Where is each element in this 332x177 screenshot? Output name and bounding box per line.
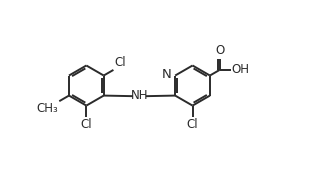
Text: Cl: Cl: [114, 56, 126, 69]
Text: Cl: Cl: [81, 118, 92, 131]
Text: Cl: Cl: [187, 118, 198, 131]
Text: O: O: [215, 44, 224, 57]
Text: NH: NH: [131, 89, 148, 102]
Text: N: N: [162, 68, 172, 81]
Text: CH₃: CH₃: [36, 102, 58, 115]
Text: OH: OH: [232, 63, 250, 76]
